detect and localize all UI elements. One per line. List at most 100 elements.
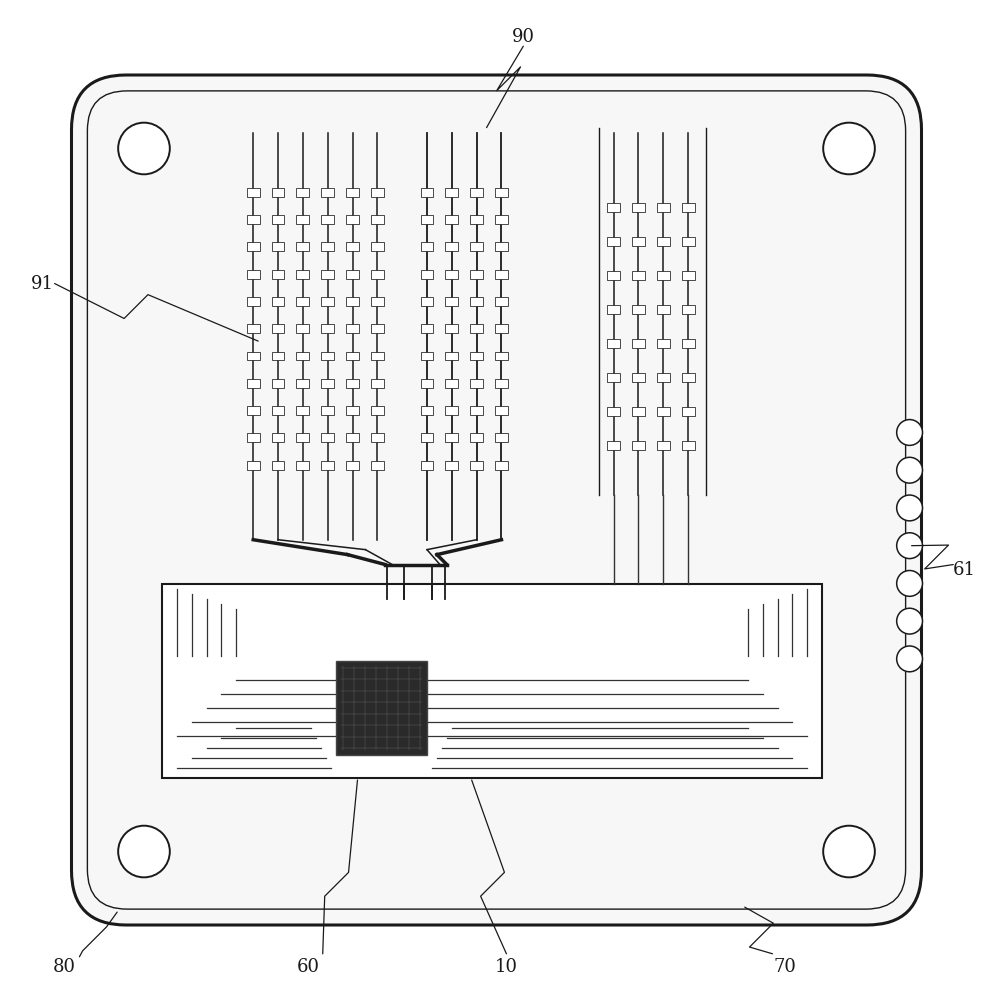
Bar [608, 373, 620, 382]
Bar [421, 297, 433, 306]
Text: 10: 10 [495, 958, 518, 976]
Bar [421, 242, 433, 251]
Bar [657, 271, 670, 280]
Bar [445, 242, 458, 251]
Bar [246, 352, 260, 360]
Bar [681, 305, 694, 314]
Bar [346, 379, 359, 388]
Bar [608, 441, 620, 450]
Bar [495, 433, 507, 442]
Bar [633, 271, 645, 280]
Bar [495, 406, 507, 415]
Bar [296, 379, 310, 388]
Bar [162, 584, 822, 778]
Bar [681, 271, 694, 280]
Bar [445, 324, 458, 333]
Bar [495, 379, 507, 388]
Bar [371, 352, 383, 360]
Bar [445, 406, 458, 415]
Bar [471, 188, 483, 197]
Text: 60: 60 [296, 958, 320, 976]
Bar [246, 242, 260, 251]
Bar [272, 352, 285, 360]
Bar [495, 352, 507, 360]
Bar [246, 297, 260, 306]
Bar [346, 406, 359, 415]
Bar [445, 352, 458, 360]
Bar [272, 433, 285, 442]
Bar [421, 433, 433, 442]
Circle shape [897, 608, 922, 634]
Bar [633, 441, 645, 450]
Bar [272, 188, 285, 197]
Bar [608, 339, 620, 348]
Bar [681, 339, 694, 348]
Circle shape [823, 123, 875, 174]
Bar [246, 461, 260, 470]
Bar [346, 188, 359, 197]
Circle shape [897, 420, 922, 445]
Bar [322, 188, 334, 197]
Bar [421, 352, 433, 360]
Bar [296, 324, 310, 333]
Bar [296, 433, 310, 442]
Bar [322, 379, 334, 388]
Bar [421, 379, 433, 388]
Bar [471, 270, 483, 279]
Bar [246, 270, 260, 279]
FancyBboxPatch shape [71, 75, 922, 925]
Bar [657, 237, 670, 246]
Bar [445, 188, 458, 197]
Bar [471, 297, 483, 306]
Text: 61: 61 [952, 561, 976, 579]
Bar [657, 305, 670, 314]
Bar [336, 661, 427, 755]
Bar [633, 407, 645, 416]
Text: 70: 70 [773, 958, 796, 976]
Bar [471, 352, 483, 360]
Bar [657, 339, 670, 348]
Bar [495, 270, 507, 279]
Bar [322, 406, 334, 415]
Bar [657, 203, 670, 212]
Bar [246, 188, 260, 197]
Bar [371, 324, 383, 333]
Bar [421, 270, 433, 279]
Bar [272, 215, 285, 224]
Bar [322, 270, 334, 279]
Bar [346, 242, 359, 251]
Bar [272, 324, 285, 333]
Bar [322, 433, 334, 442]
Bar [681, 373, 694, 382]
Bar [471, 242, 483, 251]
Bar [246, 215, 260, 224]
Text: 91: 91 [31, 275, 55, 293]
Bar [346, 215, 359, 224]
Bar [371, 215, 383, 224]
Bar [346, 324, 359, 333]
Bar [421, 461, 433, 470]
Bar [296, 242, 310, 251]
Text: 90: 90 [511, 28, 535, 46]
Bar [322, 324, 334, 333]
Circle shape [118, 123, 170, 174]
Bar [633, 305, 645, 314]
Bar [371, 242, 383, 251]
Bar [681, 407, 694, 416]
Bar [272, 242, 285, 251]
Bar [296, 352, 310, 360]
Bar [608, 203, 620, 212]
Bar [471, 379, 483, 388]
Text: 80: 80 [53, 958, 76, 976]
Bar [657, 441, 670, 450]
Bar [296, 406, 310, 415]
Bar [633, 203, 645, 212]
Bar [346, 270, 359, 279]
Bar [421, 324, 433, 333]
Bar [246, 324, 260, 333]
Bar [471, 433, 483, 442]
Bar [346, 297, 359, 306]
Bar [272, 270, 285, 279]
Bar [272, 461, 285, 470]
Bar [346, 352, 359, 360]
